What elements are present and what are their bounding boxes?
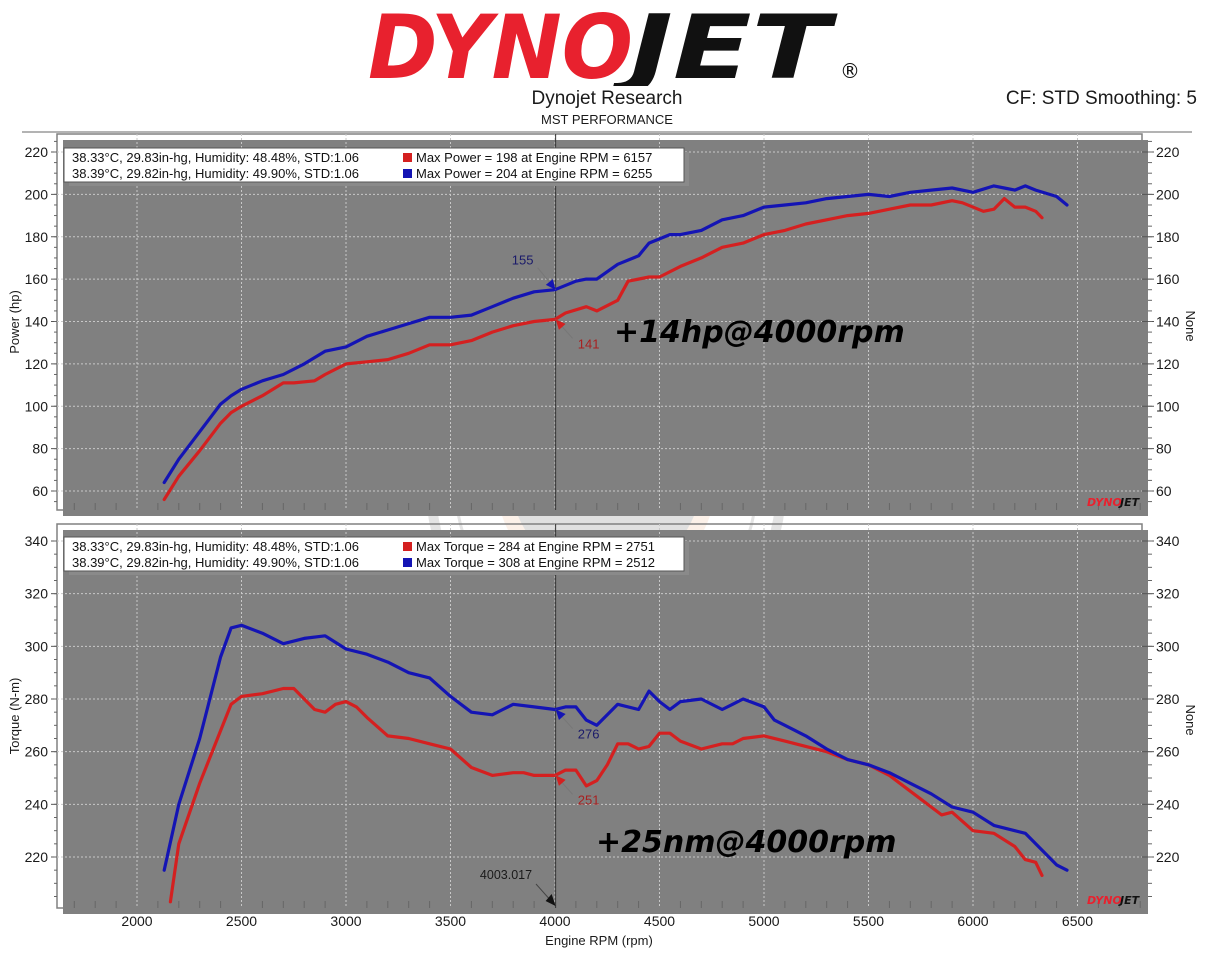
torque-y2-tick-label: 300	[1156, 638, 1180, 654]
x-tick-label: 6000	[957, 913, 988, 929]
run1-cursor-value: 141	[578, 336, 600, 351]
power-y2-tick-label: 100	[1156, 398, 1180, 414]
power-y2-tick-label: 80	[1156, 441, 1172, 457]
power-y2-tick-label: 200	[1156, 186, 1180, 202]
legend-swatch	[403, 558, 412, 567]
logo-dyno-text: DYNO	[368, 6, 633, 86]
torque-chart-panel: 220 220 240 240 260 260 280 280 300 300 320 320 340 3…	[7, 523, 1198, 914]
registered-mark: ®	[840, 59, 860, 83]
power-y-tick-label: 120	[25, 356, 49, 372]
torque-y-tick-label: 300	[25, 638, 49, 654]
x-tick-label: 2000	[121, 913, 152, 929]
torque-y2-tick-label: 280	[1156, 691, 1180, 707]
torque-legend: 38.33°C, 29.83in-hg, Humidity: 48.48%, S…	[63, 536, 689, 575]
power-y2-tick-label: 180	[1156, 229, 1180, 245]
legend-summary: Max Torque = 284 at Engine RPM = 2751	[416, 539, 655, 554]
legend-conditions: 38.33°C, 29.83in-hg, Humidity: 48.48%, S…	[72, 150, 359, 165]
x-tick-label: 5500	[853, 913, 884, 929]
power-y-tick-label: 100	[25, 398, 49, 414]
x-tick-label: 6500	[1062, 913, 1093, 929]
legend-summary: Max Power = 198 at Engine RPM = 6157	[416, 150, 652, 165]
torque-y2-tick-label: 240	[1156, 796, 1180, 812]
power-gain-annotation: +14hp@4000rpm	[614, 315, 905, 350]
power-y2-tick-label: 60	[1156, 483, 1172, 499]
run2-cursor-value: 276	[578, 727, 600, 742]
logo-jet-text: JET	[610, 6, 837, 86]
legend-swatch	[403, 153, 412, 162]
x-tick-label: 5000	[748, 913, 779, 929]
power-y-tick-label: 80	[32, 441, 48, 457]
torque-gain-annotation: +25nm@4000rpm	[596, 825, 897, 860]
power-y-tick-label: 60	[32, 483, 48, 499]
x-tick-label: 4000	[539, 913, 570, 929]
torque-y-tick-label: 220	[25, 849, 49, 865]
power-chart-panel: 60 60 80 80 100 100 120 120 140 140 160 160 180 180 20…	[7, 133, 1198, 516]
torque-y-tick-label: 280	[25, 691, 49, 707]
torque-y-tick-label: 340	[25, 533, 49, 549]
cursor-rpm-label: 4003.017	[480, 868, 532, 882]
x-tick-label: 3000	[330, 913, 361, 929]
legend-conditions: 38.39°C, 29.82in-hg, Humidity: 49.90%, S…	[72, 555, 359, 570]
x-tick-label: 3500	[435, 913, 466, 929]
power-y-tick-label: 160	[25, 271, 49, 287]
power-y-tick-label: 220	[25, 144, 49, 160]
run1-power-curve[interactable]	[162, 197, 1044, 502]
torque-y2-tick-label: 260	[1156, 744, 1180, 760]
power-y-tick-label: 180	[25, 229, 49, 245]
power-y2-tick-label: 120	[1156, 356, 1180, 372]
run2-power-curve[interactable]	[162, 184, 1069, 485]
run2-cursor-value: 155	[512, 253, 534, 268]
x-tick-label: 4500	[644, 913, 675, 929]
torque-y-tick-label: 260	[25, 744, 49, 760]
legend-conditions: 38.39°C, 29.82in-hg, Humidity: 49.90%, S…	[72, 166, 359, 181]
power-y-axis-label: Power (hp)	[7, 290, 22, 354]
dynojet-mini-logo: DYNO	[1087, 894, 1122, 907]
torque-y-tick-label: 240	[25, 796, 49, 812]
power-y2-tick-label: 220	[1156, 144, 1180, 160]
svg-text:JET: JET	[1118, 894, 1141, 907]
power-y-tick-label: 140	[25, 314, 49, 330]
x-tick-label: 2500	[226, 913, 257, 929]
torque-y2-tick-label: 220	[1156, 849, 1180, 865]
report-subtitle: MST PERFORMANCE	[541, 112, 673, 127]
dynojet-logo: DYNO JET ®	[368, 6, 860, 86]
dynojet-mini-logo: DYNO	[1087, 496, 1122, 509]
power-y-tick-label: 200	[25, 186, 49, 202]
legend-summary: Max Torque = 308 at Engine RPM = 2512	[416, 555, 655, 570]
correction-factor-label: CF: STD Smoothing: 5	[1005, 88, 1197, 109]
legend-conditions: 38.33°C, 29.83in-hg, Humidity: 48.48%, S…	[72, 539, 359, 554]
torque-y2-tick-label: 340	[1156, 533, 1180, 549]
torque-y2-axis-label: None	[1183, 704, 1198, 735]
legend-summary: Max Power = 204 at Engine RPM = 6255	[416, 166, 652, 181]
run1-cursor-value: 251	[578, 792, 600, 807]
report-title: Dynojet Research	[531, 88, 683, 109]
legend-swatch	[403, 542, 412, 551]
torque-y-tick-label: 320	[25, 586, 49, 602]
x-axis-label: Engine RPM (rpm)	[545, 933, 653, 948]
power-legend: 38.33°C, 29.83in-hg, Humidity: 48.48%, S…	[63, 147, 689, 186]
legend-swatch	[403, 169, 412, 178]
cursor-arrow-icon	[545, 894, 556, 906]
x-axis-tick-labels: 2000 2500 3000 3500 4000 4500 5000 5500 6000 6500	[121, 913, 1093, 929]
run1-torque-curve[interactable]	[168, 686, 1044, 904]
torque-y2-tick-label: 320	[1156, 586, 1180, 602]
run2-torque-curve[interactable]	[162, 623, 1069, 872]
power-y2-tick-label: 160	[1156, 271, 1180, 287]
power-y2-axis-label: None	[1183, 310, 1198, 341]
svg-text:JET: JET	[1118, 496, 1141, 509]
power-y2-tick-label: 140	[1156, 314, 1180, 330]
torque-y-axis-label: Torque (N-m)	[7, 678, 22, 755]
